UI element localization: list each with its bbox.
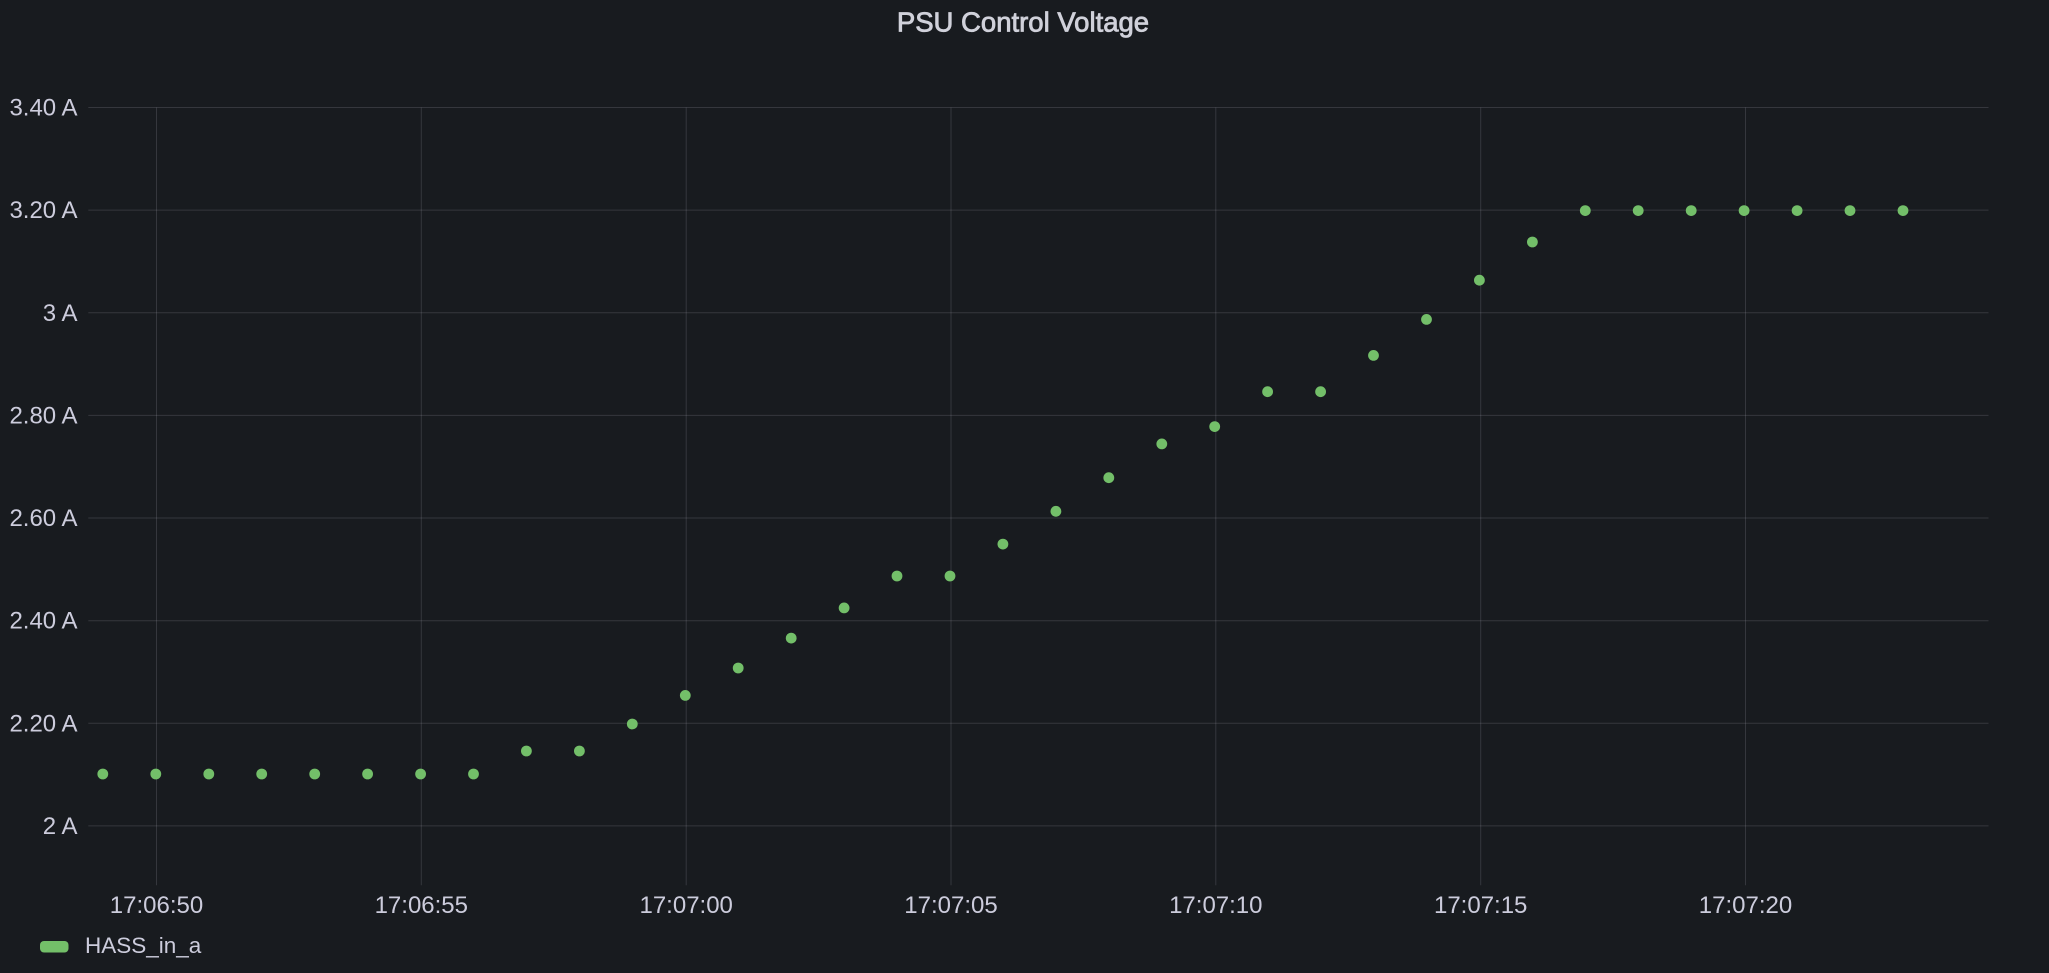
svg-text:17:06:50: 17:06:50 — [110, 892, 203, 919]
svg-text:2.20 A: 2.20 A — [9, 710, 77, 737]
svg-text:17:07:00: 17:07:00 — [639, 892, 732, 919]
svg-text:2.40 A: 2.40 A — [9, 608, 77, 635]
svg-text:17:07:10: 17:07:10 — [1169, 892, 1262, 919]
svg-text:17:07:05: 17:07:05 — [904, 892, 997, 919]
svg-text:HASS_in_a: HASS_in_a — [85, 933, 202, 958]
svg-text:17:07:20: 17:07:20 — [1699, 892, 1792, 919]
svg-text:2 A: 2 A — [43, 813, 78, 840]
svg-text:3.40 A: 3.40 A — [9, 95, 77, 122]
svg-text:17:06:55: 17:06:55 — [375, 892, 468, 919]
svg-text:2.80 A: 2.80 A — [9, 402, 77, 429]
svg-text:17:07:15: 17:07:15 — [1434, 892, 1527, 919]
svg-text:3 A: 3 A — [43, 300, 78, 327]
svg-text:3.20 A: 3.20 A — [9, 197, 77, 224]
svg-text:2.60 A: 2.60 A — [9, 505, 77, 532]
svg-text:PSU Control Voltage: PSU Control Voltage — [897, 7, 1149, 38]
